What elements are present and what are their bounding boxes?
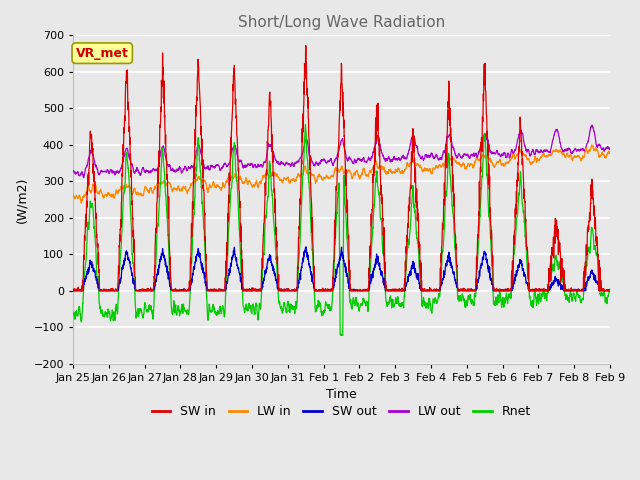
Legend: SW in, LW in, SW out, LW out, Rnet: SW in, LW in, SW out, LW out, Rnet [147, 400, 536, 423]
X-axis label: Time: Time [326, 388, 357, 401]
Text: VR_met: VR_met [76, 47, 129, 60]
Y-axis label: (W/m2): (W/m2) [15, 176, 28, 223]
Title: Short/Long Wave Radiation: Short/Long Wave Radiation [238, 15, 445, 30]
